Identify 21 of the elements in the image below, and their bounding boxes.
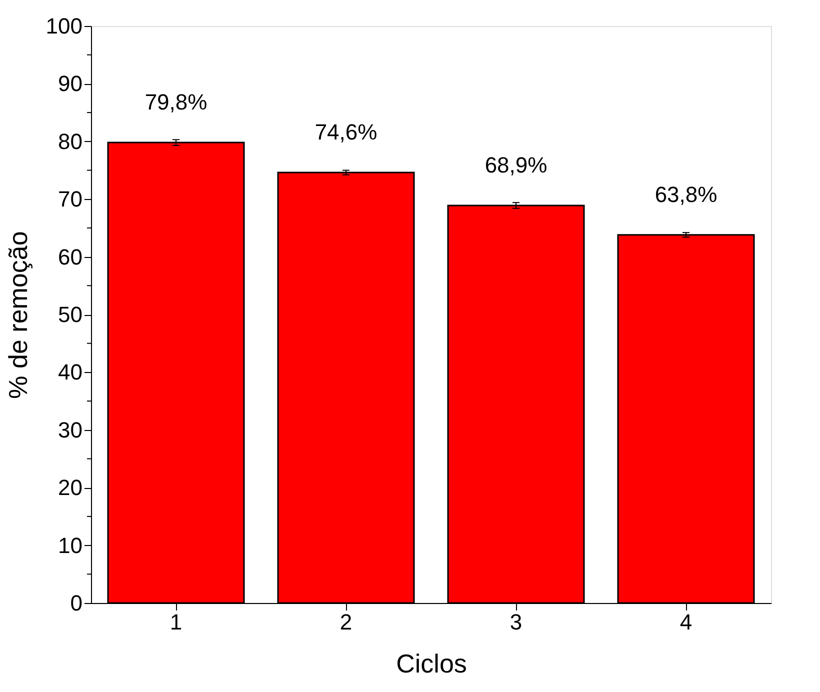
y-tick-label: 100 xyxy=(46,14,82,38)
x-tick-label: 4 xyxy=(680,610,692,634)
x-tick-label: 3 xyxy=(510,610,522,634)
y-tick-label: 0 xyxy=(70,590,82,616)
data-label: 74,6% xyxy=(314,120,378,145)
y-axis-title: % de remoção xyxy=(2,231,33,399)
x-tick-label: 1 xyxy=(170,610,182,634)
y-tick-label: 70 xyxy=(58,186,82,212)
y-tick-label: 30 xyxy=(58,417,82,442)
y-tick-label: 50 xyxy=(58,302,82,327)
x-axis-title: Ciclos xyxy=(396,648,467,678)
y-tick-label: 10 xyxy=(58,532,82,558)
y-tick-label: 40 xyxy=(58,360,82,385)
y-tick-label: 90 xyxy=(58,71,82,96)
x-tick-label: 2 xyxy=(340,610,352,634)
y-tick-label: 20 xyxy=(58,475,82,500)
data-label: 79,8% xyxy=(144,90,208,115)
data-label: 63,8% xyxy=(654,182,718,207)
y-tick-label: 60 xyxy=(58,244,82,270)
y-tick-label: 80 xyxy=(58,128,82,154)
data-label: 68,9% xyxy=(484,152,548,178)
